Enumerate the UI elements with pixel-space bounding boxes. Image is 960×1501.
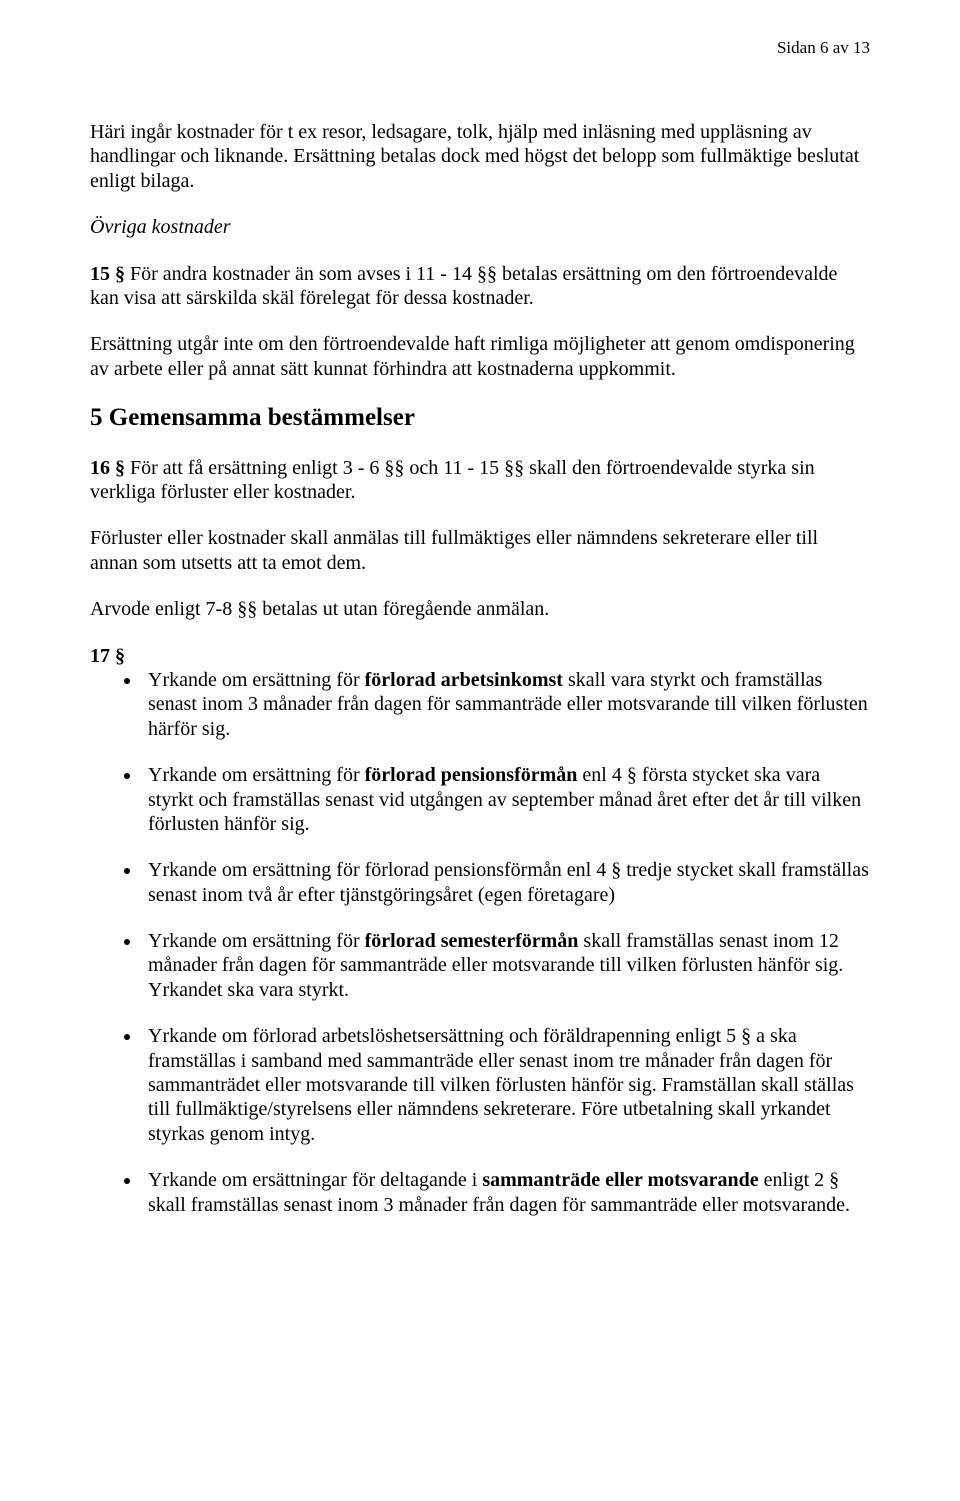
paragraph-15: 15 § För andra kostnader än som avses i … <box>90 262 870 311</box>
list-item-text: Yrkande om förlorad arbetslöshetsersättn… <box>148 1025 854 1145</box>
list-item-bold: förlorad arbetsinkomst <box>365 669 563 691</box>
paragraph: Häri ingår kostnader för t ex resor, led… <box>90 120 870 193</box>
list-item: Yrkande om ersättning för förlorad semes… <box>142 929 870 1002</box>
document-page: Sidan 6 av 13 Häri ingår kostnader för t… <box>0 0 960 1501</box>
list-item-text: Yrkande om ersättning för <box>148 669 365 691</box>
list-item: Yrkande om ersättning för förlorad pensi… <box>142 763 870 836</box>
paragraph: Ersättning utgår inte om den förtroendev… <box>90 332 870 381</box>
paragraph: Förluster eller kostnader skall anmälas … <box>90 526 870 575</box>
paragraph-16: 16 § För att få ersättning enligt 3 - 6 … <box>90 456 870 505</box>
page-content: Häri ingår kostnader för t ex resor, led… <box>90 120 870 1217</box>
list-item-text: Yrkande om ersättning för <box>148 764 365 786</box>
section-16-text: För att få ersättning enligt 3 - 6 §§ oc… <box>90 457 815 503</box>
list-item: Yrkande om förlorad arbetslöshetsersättn… <box>142 1024 870 1146</box>
list-item-bold: förlorad semesterförmån <box>365 930 579 952</box>
section-15-label: 15 § <box>90 263 125 285</box>
section-16-label: 16 § <box>90 457 125 479</box>
bullet-list-17: Yrkande om ersättning för förlorad arbet… <box>90 668 870 1217</box>
paragraph: Arvode enligt 7-8 §§ betalas ut utan för… <box>90 597 870 621</box>
list-item-text: Yrkande om ersättning för <box>148 930 365 952</box>
subheading-ovriga-kostnader: Övriga kostnader <box>90 215 870 239</box>
list-item-text: Yrkande om ersättningar för deltagande i <box>148 1169 482 1191</box>
list-item-bold: sammanträde eller motsvarande <box>482 1169 758 1191</box>
heading-5: 5 Gemensamma bestämmelser <box>90 403 870 434</box>
section-17-label: 17 § <box>90 644 870 668</box>
page-number: Sidan 6 av 13 <box>777 38 870 58</box>
section-15-text: För andra kostnader än som avses i 11 - … <box>90 263 837 309</box>
list-item-text: Yrkande om ersättning för förlorad pensi… <box>148 859 869 905</box>
list-item: Yrkande om ersättning för förlorad pensi… <box>142 858 870 907</box>
list-item: Yrkande om ersättning för förlorad arbet… <box>142 668 870 741</box>
list-item-bold: förlorad pensionsförmån <box>365 764 578 786</box>
list-item: Yrkande om ersättningar för deltagande i… <box>142 1168 870 1217</box>
